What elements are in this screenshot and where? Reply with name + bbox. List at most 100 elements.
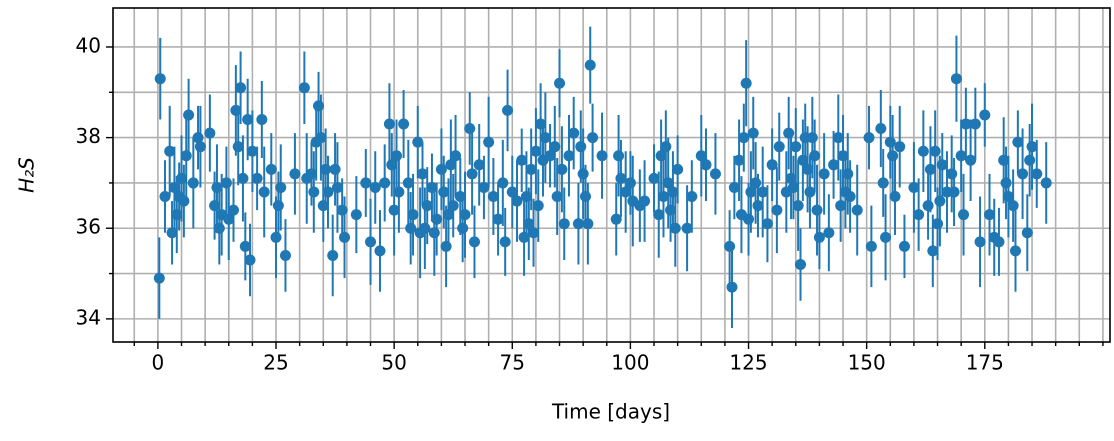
- marker: [577, 168, 589, 180]
- marker: [473, 159, 485, 171]
- marker: [544, 150, 556, 162]
- marker: [478, 181, 490, 193]
- marker: [270, 231, 282, 243]
- marker: [492, 213, 504, 225]
- marker: [1012, 136, 1024, 148]
- marker: [528, 227, 540, 239]
- marker: [551, 191, 563, 203]
- marker: [518, 231, 530, 243]
- marker: [336, 204, 348, 216]
- x-tick-label: 50: [381, 351, 406, 375]
- marker: [232, 141, 244, 153]
- marker: [724, 240, 736, 252]
- marker: [927, 245, 939, 257]
- marker: [681, 222, 693, 234]
- marker: [908, 181, 920, 193]
- marker: [936, 159, 948, 171]
- marker: [761, 218, 773, 230]
- marker: [1024, 154, 1036, 166]
- marker: [256, 113, 268, 125]
- marker: [568, 127, 580, 139]
- marker: [922, 200, 934, 212]
- marker: [194, 141, 206, 153]
- marker: [393, 186, 405, 198]
- marker: [934, 195, 946, 207]
- marker: [783, 127, 795, 139]
- marker: [457, 222, 469, 234]
- marker: [948, 186, 960, 198]
- marker: [454, 191, 466, 203]
- marker: [875, 123, 887, 135]
- marker: [159, 191, 171, 203]
- marker: [412, 136, 424, 148]
- marker: [523, 218, 535, 230]
- marker: [322, 186, 334, 198]
- marker: [421, 200, 433, 212]
- marker: [483, 136, 495, 148]
- marker: [237, 172, 249, 184]
- marker: [726, 281, 738, 293]
- marker: [365, 236, 377, 248]
- marker: [442, 209, 454, 221]
- x-tick-label: 0: [152, 351, 165, 375]
- plot-frame: [112, 7, 1111, 343]
- marker: [499, 236, 511, 248]
- marker: [398, 118, 410, 130]
- marker: [563, 150, 575, 162]
- marker: [209, 200, 221, 212]
- marker: [787, 181, 799, 193]
- marker: [171, 209, 183, 221]
- marker: [655, 150, 667, 162]
- marker: [530, 145, 542, 157]
- marker: [813, 231, 825, 243]
- marker: [686, 191, 698, 203]
- marker: [580, 191, 592, 203]
- marker: [929, 145, 941, 157]
- marker: [648, 172, 660, 184]
- marker: [506, 186, 518, 198]
- marker: [653, 209, 665, 221]
- marker: [575, 141, 587, 153]
- marker: [556, 163, 568, 175]
- marker: [804, 186, 816, 198]
- marker: [405, 222, 417, 234]
- marker: [554, 77, 566, 89]
- marker: [865, 240, 877, 252]
- marker: [863, 132, 875, 144]
- marker: [960, 118, 972, 130]
- marker: [525, 163, 537, 175]
- marker: [965, 154, 977, 166]
- marker: [166, 227, 178, 239]
- x-tick-label: 25: [263, 351, 288, 375]
- marker: [317, 200, 329, 212]
- marker: [407, 209, 419, 221]
- marker: [747, 127, 759, 139]
- marker: [1031, 168, 1043, 180]
- marker: [379, 177, 391, 189]
- marker: [811, 204, 823, 216]
- marker: [183, 109, 195, 121]
- marker: [610, 213, 622, 225]
- marker: [924, 163, 936, 175]
- marker: [220, 177, 232, 189]
- marker: [620, 186, 632, 198]
- marker: [672, 163, 684, 175]
- marker: [946, 168, 958, 180]
- marker: [244, 254, 256, 266]
- marker: [993, 236, 1005, 248]
- marker: [246, 145, 258, 157]
- marker: [657, 191, 669, 203]
- marker: [176, 172, 188, 184]
- marker: [660, 141, 672, 153]
- marker: [329, 163, 341, 175]
- marker: [445, 159, 457, 171]
- marker: [419, 222, 431, 234]
- marker: [213, 222, 225, 234]
- marker: [979, 109, 991, 121]
- marker: [832, 132, 844, 144]
- marker: [305, 168, 317, 180]
- marker: [230, 104, 242, 116]
- marker: [809, 150, 821, 162]
- marker: [275, 181, 287, 193]
- marker: [168, 181, 180, 193]
